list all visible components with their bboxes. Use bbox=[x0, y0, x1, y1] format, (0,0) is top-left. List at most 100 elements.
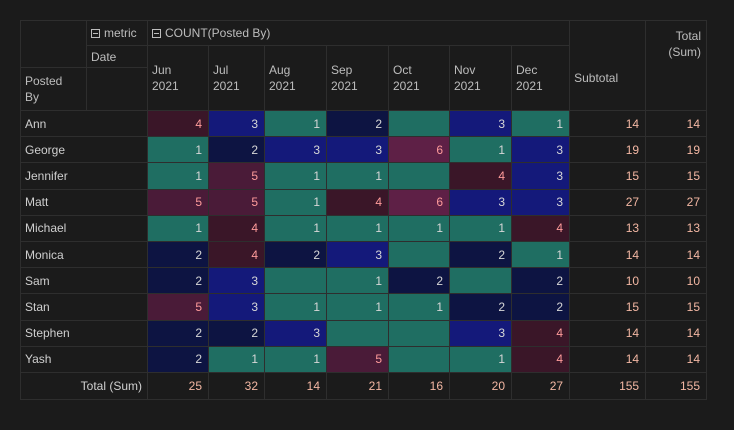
row-label[interactable]: Michael bbox=[20, 214, 148, 242]
subtotal-cell[interactable]: 14 bbox=[569, 109, 647, 138]
heatmap-cell[interactable] bbox=[388, 109, 450, 138]
heatmap-cell[interactable]: 6 bbox=[388, 136, 450, 164]
heatmap-cell[interactable]: 4 bbox=[510, 319, 571, 347]
heatmap-cell[interactable]: 1 bbox=[264, 293, 327, 321]
row-label[interactable]: Stan bbox=[20, 293, 148, 321]
subtotal-cell[interactable]: 14 bbox=[569, 319, 647, 347]
heatmap-cell[interactable]: 3 bbox=[264, 319, 327, 347]
heatmap-cell[interactable]: 1 bbox=[147, 136, 209, 164]
month-header[interactable]: Jun 2021 bbox=[147, 45, 209, 111]
heatmap-cell[interactable]: 6 bbox=[388, 188, 450, 216]
heatmap-cell[interactable]: 2 bbox=[147, 267, 209, 295]
grand-total-cell[interactable]: 155 bbox=[645, 372, 707, 400]
subtotal-cell[interactable]: 27 bbox=[569, 188, 647, 216]
heatmap-cell[interactable]: 2 bbox=[388, 267, 450, 295]
row-label[interactable]: Stephen bbox=[20, 319, 148, 347]
row-label[interactable]: Monica bbox=[20, 240, 148, 269]
row-label[interactable]: Yash bbox=[20, 345, 148, 374]
grand-subtotal-cell[interactable]: 155 bbox=[569, 372, 647, 400]
heatmap-cell[interactable]: 2 bbox=[147, 345, 209, 374]
heatmap-cell[interactable]: 1 bbox=[208, 345, 265, 374]
heatmap-cell[interactable] bbox=[326, 319, 389, 347]
heatmap-cell[interactable] bbox=[388, 319, 450, 347]
total-cell[interactable]: 14 bbox=[645, 345, 707, 374]
heatmap-cell[interactable]: 1 bbox=[264, 109, 327, 138]
heatmap-cell[interactable]: 5 bbox=[326, 345, 389, 374]
total-cell[interactable]: 15 bbox=[645, 293, 707, 321]
month-header[interactable]: Jul 2021 bbox=[208, 45, 265, 111]
heatmap-cell[interactable]: 3 bbox=[510, 136, 571, 164]
total-cell[interactable]: 19 bbox=[645, 136, 707, 164]
row-label[interactable]: Matt bbox=[20, 188, 148, 216]
heatmap-cell[interactable] bbox=[449, 267, 512, 295]
heatmap-cell[interactable]: 3 bbox=[510, 162, 571, 190]
subtotal-header[interactable]: Subtotal bbox=[569, 45, 647, 111]
month-header[interactable]: Nov 2021 bbox=[449, 45, 512, 111]
heatmap-cell[interactable]: 3 bbox=[449, 319, 512, 347]
count-header[interactable]: COUNT(Posted By) bbox=[146, 20, 571, 46]
total-cell[interactable]: 25 bbox=[147, 372, 209, 400]
subtotal-cell[interactable]: 15 bbox=[569, 162, 647, 190]
heatmap-cell[interactable]: 1 bbox=[326, 162, 389, 190]
heatmap-cell[interactable]: 2 bbox=[147, 319, 209, 347]
heatmap-cell[interactable]: 1 bbox=[264, 345, 327, 374]
heatmap-cell[interactable]: 2 bbox=[208, 136, 265, 164]
posted-by-header[interactable]: Posted By bbox=[20, 67, 87, 111]
heatmap-cell[interactable]: 2 bbox=[208, 319, 265, 347]
heatmap-cell[interactable]: 4 bbox=[510, 214, 571, 242]
date-header[interactable]: Date bbox=[86, 45, 148, 68]
row-label[interactable]: Ann bbox=[20, 109, 148, 138]
heatmap-cell[interactable]: 1 bbox=[147, 214, 209, 242]
subtotal-cell[interactable]: 15 bbox=[569, 293, 647, 321]
subtotal-cell[interactable]: 14 bbox=[569, 240, 647, 269]
total-cell[interactable]: 14 bbox=[645, 240, 707, 269]
heatmap-cell[interactable]: 5 bbox=[147, 188, 209, 216]
heatmap-cell[interactable]: 2 bbox=[264, 240, 327, 269]
heatmap-cell[interactable] bbox=[388, 240, 450, 269]
heatmap-cell[interactable]: 1 bbox=[510, 240, 571, 269]
total-cell[interactable]: 27 bbox=[645, 188, 707, 216]
collapse-icon[interactable] bbox=[152, 29, 161, 38]
heatmap-cell[interactable]: 3 bbox=[264, 136, 327, 164]
total-cell[interactable]: 21 bbox=[326, 372, 389, 400]
heatmap-cell[interactable]: 1 bbox=[449, 136, 512, 164]
heatmap-cell[interactable]: 2 bbox=[510, 293, 571, 321]
subtotal-cell[interactable]: 13 bbox=[569, 214, 647, 242]
heatmap-cell[interactable]: 2 bbox=[510, 267, 571, 295]
heatmap-cell[interactable]: 2 bbox=[449, 240, 512, 269]
total-cell[interactable]: 15 bbox=[645, 162, 707, 190]
total-cell[interactable]: 14 bbox=[645, 109, 707, 138]
total-cell[interactable]: 27 bbox=[510, 372, 571, 400]
heatmap-cell[interactable]: 3 bbox=[326, 136, 389, 164]
heatmap-cell[interactable]: 2 bbox=[147, 240, 209, 269]
heatmap-cell[interactable]: 1 bbox=[388, 214, 450, 242]
heatmap-cell[interactable]: 1 bbox=[449, 214, 512, 242]
month-header[interactable]: Oct 2021 bbox=[388, 45, 450, 111]
heatmap-cell[interactable]: 4 bbox=[208, 214, 265, 242]
month-header[interactable]: Sep 2021 bbox=[326, 45, 389, 111]
heatmap-cell[interactable]: 1 bbox=[326, 267, 389, 295]
subtotal-cell[interactable]: 19 bbox=[569, 136, 647, 164]
heatmap-cell[interactable]: 3 bbox=[208, 293, 265, 321]
row-label[interactable]: Jennifer bbox=[20, 162, 148, 190]
heatmap-cell[interactable]: 3 bbox=[449, 109, 512, 138]
heatmap-cell[interactable]: 4 bbox=[326, 188, 389, 216]
heatmap-cell[interactable]: 4 bbox=[208, 240, 265, 269]
row-label[interactable]: Sam bbox=[20, 267, 148, 295]
heatmap-cell[interactable]: 2 bbox=[449, 293, 512, 321]
heatmap-cell[interactable]: 3 bbox=[449, 188, 512, 216]
heatmap-cell[interactable]: 3 bbox=[326, 240, 389, 269]
total-cell[interactable]: 32 bbox=[208, 372, 265, 400]
subtotal-cell[interactable]: 14 bbox=[569, 345, 647, 374]
heatmap-cell[interactable]: 5 bbox=[208, 188, 265, 216]
heatmap-cell[interactable]: 2 bbox=[326, 109, 389, 138]
heatmap-cell[interactable]: 1 bbox=[264, 162, 327, 190]
heatmap-cell[interactable] bbox=[388, 345, 450, 374]
heatmap-cell[interactable]: 1 bbox=[510, 109, 571, 138]
heatmap-cell[interactable]: 1 bbox=[326, 214, 389, 242]
heatmap-cell[interactable] bbox=[264, 267, 327, 295]
month-header[interactable]: Aug 2021 bbox=[264, 45, 327, 111]
total-cell[interactable]: 20 bbox=[449, 372, 512, 400]
heatmap-cell[interactable]: 4 bbox=[449, 162, 512, 190]
heatmap-cell[interactable]: 1 bbox=[264, 214, 327, 242]
